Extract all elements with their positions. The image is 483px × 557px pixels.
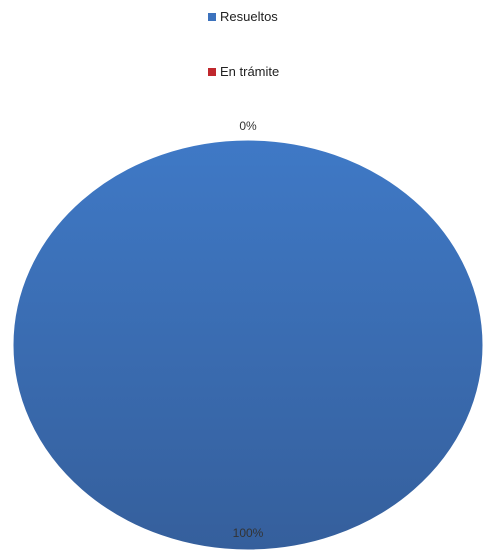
slice-resueltos xyxy=(12,139,483,551)
legend-item-resueltos[interactable]: Resueltos xyxy=(208,9,278,24)
legend: Resueltos En trámite xyxy=(208,9,279,79)
data-label-resueltos: 100% xyxy=(233,526,264,540)
pie-slices xyxy=(12,139,483,551)
legend-label-en-tramite: En trámite xyxy=(220,64,279,79)
legend-swatch-en-tramite xyxy=(208,68,216,76)
legend-item-en-tramite[interactable]: En trámite xyxy=(208,64,279,79)
legend-swatch-resueltos xyxy=(208,13,216,21)
legend-label-resueltos: Resueltos xyxy=(220,9,278,24)
data-label-en-tramite: 0% xyxy=(239,119,257,133)
